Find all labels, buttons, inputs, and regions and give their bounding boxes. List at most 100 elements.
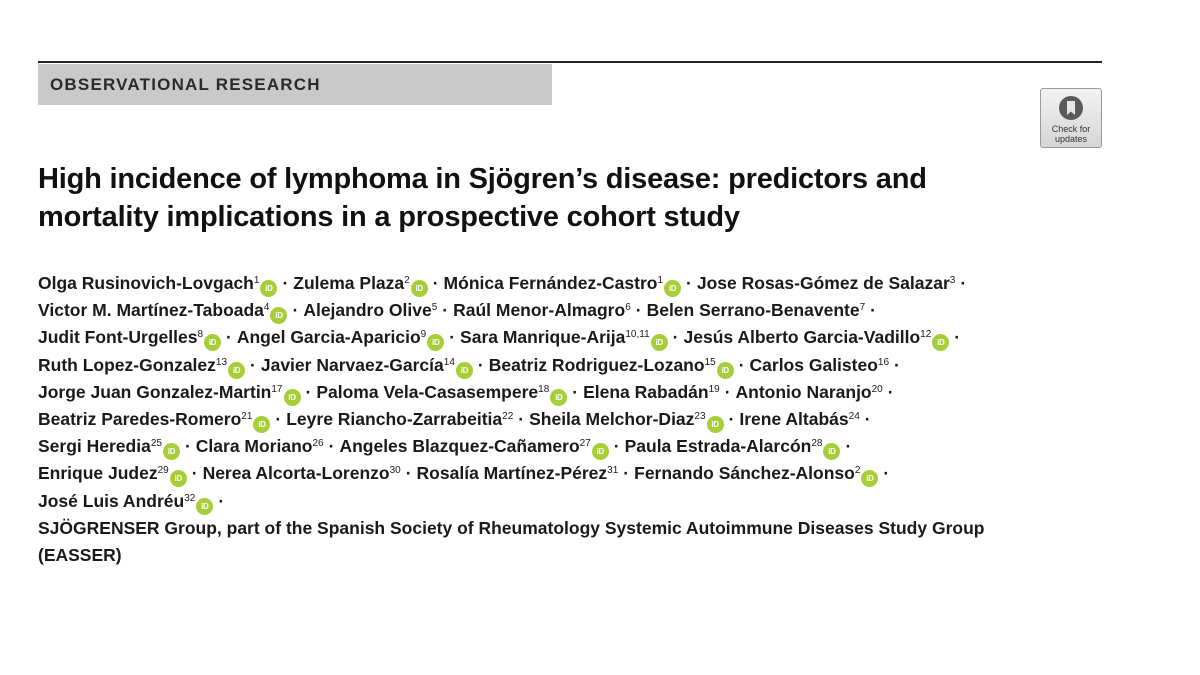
orcid-icon[interactable]: iD	[706, 416, 724, 434]
author-name[interactable]: Belen Serrano-Benavente	[646, 300, 860, 321]
orcid-icon[interactable]: iD	[253, 416, 271, 434]
author-name[interactable]: Sara Manrique-Arija	[460, 327, 626, 348]
author-separator: ·	[405, 463, 412, 484]
author-name[interactable]: Paula Estrada-Alarcón	[624, 436, 812, 457]
author-line: Judit Font-Urgelles8iD · Angel Garcia-Apar…	[38, 324, 1138, 352]
author-name[interactable]: Zulema Plaza	[293, 273, 405, 293]
orcid-icon[interactable]: iD	[162, 443, 180, 461]
author-separator: ·	[184, 436, 191, 457]
affiliation-superscript: 8	[197, 329, 204, 341]
affiliation-superscript: 32	[184, 492, 196, 504]
affiliation-superscript: 19	[708, 383, 720, 395]
orcid-icon[interactable]: iD	[550, 388, 568, 406]
title-line-2: mortality implications in a prospective …	[38, 201, 740, 233]
author-separator: ·	[724, 381, 731, 402]
author-separator: ·	[328, 436, 335, 457]
orcid-icon[interactable]: iD	[823, 443, 841, 461]
author-separator: ·	[226, 327, 232, 348]
orcid-icon[interactable]: iD	[196, 497, 214, 515]
affiliation-superscript: 12	[920, 329, 932, 341]
author-separator: ·	[477, 354, 484, 375]
orcid-icon[interactable]: iD	[270, 307, 288, 325]
affiliation-superscript: 10,11	[625, 329, 650, 341]
orcid-icon[interactable]: iD	[591, 443, 609, 461]
orcid-icon[interactable]: iD	[169, 470, 187, 488]
affiliation-superscript: 22	[502, 411, 514, 423]
affiliation-superscript: 9	[420, 329, 427, 341]
affiliation-superscript: 6	[625, 302, 631, 314]
orcid-icon[interactable]: iD	[716, 361, 734, 379]
author-name[interactable]: Clara Moriano	[195, 436, 313, 457]
bookmark-icon	[1059, 96, 1083, 120]
check-for-updates-label: Check for updates	[1051, 124, 1091, 144]
author-separator: ·	[282, 273, 289, 293]
author-separator: ·	[305, 381, 312, 402]
author-name[interactable]: Jose Rosas-Gómez de Salazar	[696, 273, 950, 293]
author-separator: ·	[845, 436, 852, 457]
author-separator: ·	[442, 300, 449, 321]
author-name[interactable]: Angel Garcia-Aparicio	[236, 327, 421, 348]
author-name[interactable]: Beatriz Paredes-Romero	[38, 409, 242, 430]
affiliation-superscript: 28	[811, 438, 823, 450]
affiliation-superscript: 24	[848, 411, 860, 423]
author-name[interactable]: Jesús Alberto Garcia-Vadillo	[683, 327, 921, 348]
orcid-icon[interactable]: iD	[664, 280, 682, 297]
orcid-icon[interactable]: iD	[861, 470, 879, 488]
author-name[interactable]: José Luis Andréu	[38, 490, 185, 511]
author-name[interactable]: Raúl Menor-Almagro	[453, 300, 626, 321]
author-name[interactable]: Olga Rusinovich-Lovgach	[38, 273, 254, 293]
author-line: Victor M. Martínez-Taboada4iD · Alejandro …	[38, 297, 1138, 325]
author-name[interactable]: Judit Font-Urgelles	[38, 327, 198, 348]
affiliation-superscript: 27	[579, 438, 591, 450]
author-name[interactable]: Irene Altabás	[739, 409, 849, 430]
author-name[interactable]: Mónica Fernández-Castro	[443, 273, 658, 293]
author-name[interactable]: Carlos Galisteo	[749, 354, 878, 375]
author-line: Beatriz Paredes-Romero21iD · Leyre Riancho…	[38, 406, 1138, 434]
affiliation-superscript: 23	[694, 411, 706, 423]
title-line-1: High incidence of lymphoma in Sjögren’s …	[38, 163, 927, 195]
author-separator: ·	[572, 381, 579, 402]
author-separator: ·	[954, 327, 961, 348]
author-name[interactable]: Victor M. Martínez-Taboada	[38, 300, 264, 321]
section-label: OBSERVATIONAL RESEARCH	[50, 74, 321, 94]
author-name[interactable]: Paloma Vela-Casasempere	[316, 381, 539, 402]
author-name[interactable]: Antonio Naranjo	[735, 381, 872, 402]
author-name[interactable]: Ruth Lopez-Gonzalez	[38, 354, 216, 375]
author-separator: ·	[686, 273, 692, 293]
orcid-icon[interactable]: iD	[228, 361, 246, 379]
author-separator: ·	[623, 463, 630, 484]
author-line: Olga Rusinovich-Lovgach1iD · Zulema Plaza2…	[38, 270, 1138, 297]
affiliation-superscript: 29	[157, 465, 169, 477]
orcid-icon[interactable]: iD	[427, 334, 445, 352]
author-separator: ·	[613, 436, 620, 457]
affiliation-superscript: 13	[215, 356, 228, 368]
orcid-icon[interactable]: iD	[650, 334, 668, 352]
author-separator: ·	[275, 409, 282, 430]
top-rule	[38, 61, 1102, 63]
affiliation-superscript: 2	[854, 465, 861, 477]
author-name[interactable]: Rosalía Martínez-Pérez	[416, 463, 608, 484]
orcid-icon[interactable]: iD	[932, 334, 950, 352]
author-name[interactable]: Alejandro Olive	[303, 300, 432, 321]
author-name[interactable]: Sergi Heredia	[38, 436, 151, 457]
author-name[interactable]: Elena Rabadán	[583, 381, 709, 402]
author-name[interactable]: Beatriz Rodriguez-Lozano	[488, 354, 705, 375]
author-name[interactable]: Leyre Riancho-Zarrabeitia	[286, 409, 503, 430]
author-name[interactable]: Nerea Alcorta-Lorenzo	[202, 463, 390, 484]
author-name[interactable]: Jorge Juan Gonzalez-Martin	[38, 381, 272, 402]
author-name[interactable]: Sheila Melchor-Diaz	[529, 409, 695, 430]
author-name[interactable]: Fernando Sánchez-Alonso	[634, 463, 855, 484]
author-line: José Luis Andréu32iD ·	[38, 488, 1138, 515]
author-name[interactable]: Enrique Judez	[38, 463, 158, 484]
affiliation-superscript: 4	[263, 302, 270, 314]
author-name[interactable]: Angeles Blazquez-Cañamero	[339, 436, 580, 457]
affiliation-superscript: 2	[404, 275, 410, 286]
orcid-icon[interactable]: iD	[204, 334, 222, 352]
check-for-updates-button[interactable]: Check for updates	[1040, 88, 1102, 148]
orcid-icon[interactable]: iD	[283, 388, 301, 406]
orcid-icon[interactable]: iD	[455, 361, 473, 379]
orcid-icon[interactable]: iD	[410, 280, 428, 297]
author-name[interactable]: Javier Narvaez-García	[260, 354, 444, 375]
author-separator: ·	[672, 327, 679, 348]
orcid-icon[interactable]: iD	[260, 280, 278, 297]
